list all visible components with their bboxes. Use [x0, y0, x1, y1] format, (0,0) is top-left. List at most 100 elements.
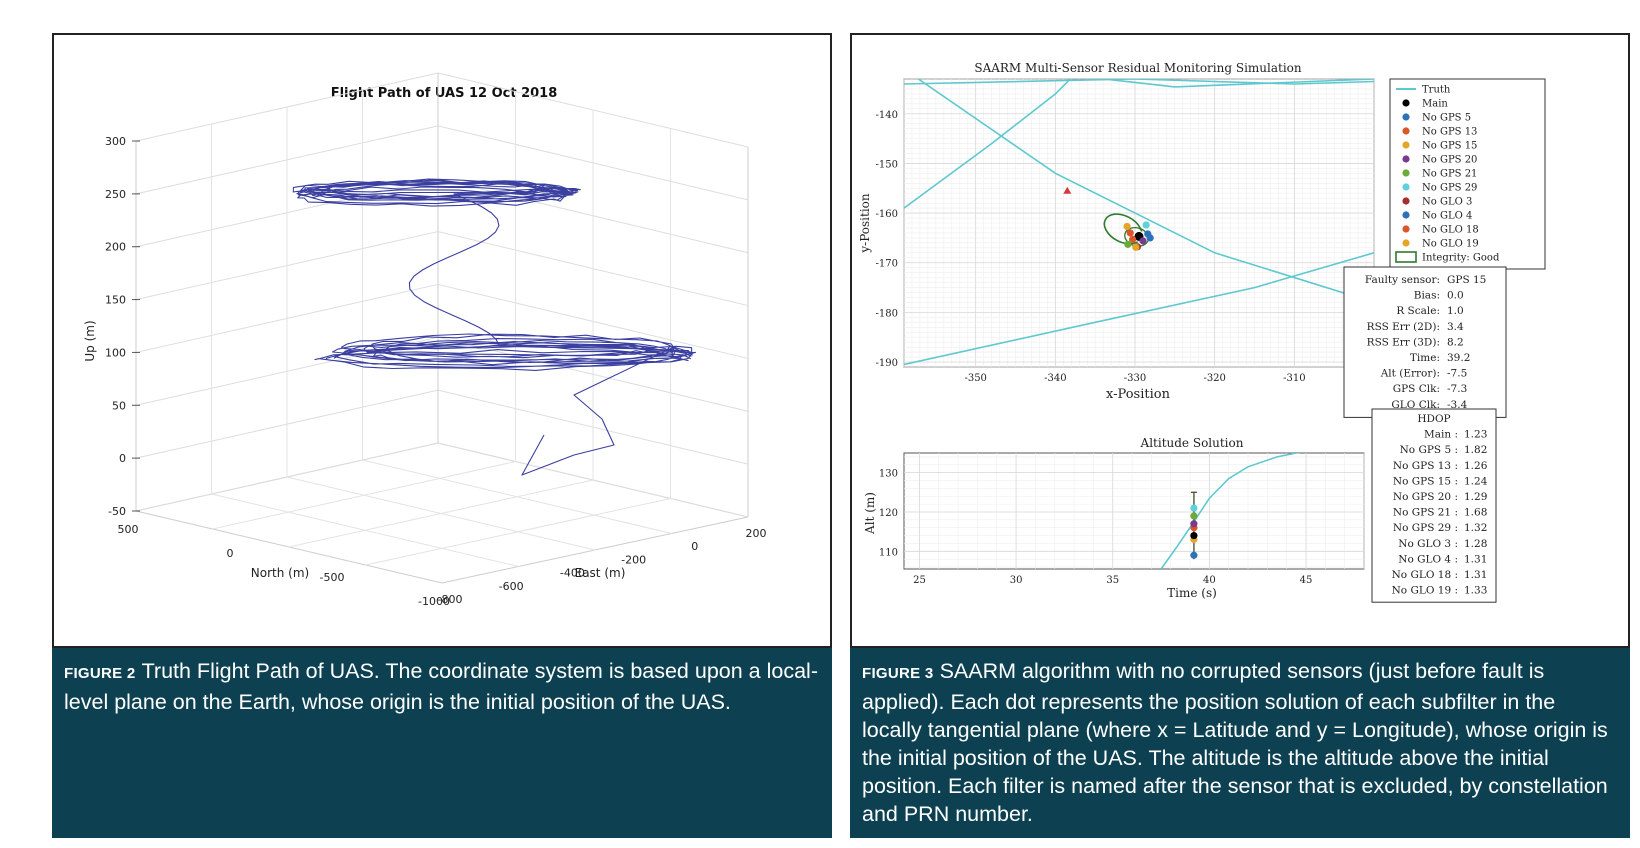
x-tick-label: 35 [1106, 575, 1119, 586]
hdop-value: 1.24 [1464, 475, 1488, 487]
x-tick-label: 45 [1300, 575, 1313, 586]
y-tick-label: 120 [879, 508, 898, 519]
legend-label: No GPS 21 [1422, 169, 1477, 180]
alt-axis-label: Alt (m) [863, 492, 877, 535]
up-axis-label: Up (m) [83, 320, 97, 361]
up-tick-label: 50 [112, 399, 126, 412]
hdop-label: No GPS 13 : [1393, 460, 1458, 472]
legend-swatch [1402, 211, 1410, 219]
subfilter-point [1126, 229, 1134, 237]
subfilter-point [1146, 234, 1154, 242]
legend-label: No GPS 15 [1422, 141, 1477, 152]
legend-swatch [1402, 197, 1410, 205]
status-label: GPS Clk: [1393, 383, 1440, 395]
status-label: R Scale: [1396, 305, 1440, 317]
y-tick-label: -160 [876, 209, 898, 220]
figure-label: FIGURE 2 [64, 665, 136, 682]
hdop-value: 1.32 [1464, 522, 1487, 534]
status-value: 0.0 [1447, 290, 1464, 302]
hdop-label: No GPS 15 : [1393, 475, 1458, 487]
east-tick-label: -600 [499, 580, 524, 593]
legend-swatch [1402, 99, 1410, 107]
hdop-value: 1.82 [1464, 444, 1487, 456]
time-axis-label: Time (s) [1167, 586, 1217, 600]
legend-label: No GLO 19 [1422, 239, 1479, 250]
status-value: 39.2 [1447, 352, 1470, 364]
chart-title: Flight Path of UAS 12 Oct 2018 [331, 86, 558, 101]
hdop-label: No GPS 29 : [1393, 522, 1458, 534]
hdop-value: 1.29 [1464, 491, 1487, 503]
subfilter-point [1142, 221, 1150, 229]
status-value: 1.0 [1447, 305, 1464, 317]
hdop-label: No GLO 18 : [1392, 569, 1458, 581]
figure-3-caption: FIGURE 3 SAARM algorithm with no corrupte… [850, 648, 1630, 838]
axes-grid [135, 72, 749, 584]
status-label: Time: [1410, 352, 1440, 364]
truth-line [1096, 79, 1374, 88]
subfilter-point [1123, 222, 1131, 231]
hdop-title: HDOP [1417, 413, 1450, 425]
up-tick-label: 100 [105, 346, 126, 359]
y-tick-label: -140 [876, 110, 898, 121]
figure-2-panel: Flight Path of UAS 12 Oct 2018 300 250 200… [52, 33, 832, 648]
north-axis-label: North (m) [251, 566, 309, 580]
floor-grid [362, 459, 672, 534]
status-label: Faulty sensor: [1365, 274, 1440, 286]
legend-label: No GLO 3 [1422, 197, 1472, 208]
hdop-label: No GPS 20 : [1393, 491, 1458, 503]
status-label: RSS Err (2D): [1367, 321, 1440, 333]
legend-swatch [1402, 141, 1410, 149]
legend-label: No GPS 29 [1422, 183, 1477, 194]
up-tick-label: 0 [119, 452, 126, 465]
saarm-figure: SAARM Multi-Sensor Residual Monitoring S… [858, 61, 1546, 603]
x-tick-label: -340 [1044, 373, 1066, 384]
x-position-label: x-Position [1106, 387, 1171, 402]
figure-3-panel: SAARM Multi-Sensor Residual Monitoring S… [850, 33, 1630, 648]
up-tick-label: 300 [105, 135, 126, 148]
x-tick-label: -330 [1124, 373, 1146, 384]
y-tick-label: 130 [879, 469, 898, 480]
caption-text: Truth Flight Path of UAS. The coordinate… [64, 659, 818, 714]
floor-grid [365, 498, 671, 566]
hdop-label: No GPS 21 : [1393, 507, 1458, 519]
east-tick-label: 0 [691, 540, 698, 553]
status-label: Bias: [1414, 290, 1440, 302]
up-tick-label: -50 [108, 505, 126, 518]
legend-label: Truth [1422, 85, 1451, 96]
x-tick-label: 40 [1203, 575, 1216, 586]
hdop-value: 1.31 [1464, 569, 1487, 581]
status-value: 8.2 [1447, 336, 1464, 348]
status-value: -3.4 [1447, 399, 1468, 411]
status-label: Alt (Error): [1380, 368, 1440, 380]
hdop-label: No GPS 5 : [1400, 444, 1458, 456]
y-tick-label: -150 [876, 159, 898, 170]
subfilter-point [1139, 237, 1147, 245]
hdop-value: 1.26 [1464, 460, 1488, 472]
status-label: GLO Clk: [1391, 399, 1440, 411]
hdop-label: No GLO 19 : [1392, 585, 1458, 597]
flight-path-3d-plot: Flight Path of UAS 12 Oct 2018 300 250 200… [83, 72, 767, 608]
legend-label: No GPS 5 [1422, 113, 1471, 124]
y-tick-label: -190 [876, 358, 898, 369]
east-tick-label: -200 [621, 553, 646, 566]
legend-label: No GLO 18 [1422, 225, 1479, 236]
status-label: RSS Err (3D): [1367, 336, 1440, 348]
legend-swatch [1402, 113, 1410, 121]
status-frame [1343, 266, 1507, 418]
east-tick-label: -400 [560, 567, 585, 580]
north-tick-label: -500 [320, 571, 345, 584]
legend-swatch [1402, 225, 1410, 233]
north-tick-label: 0 [227, 547, 234, 560]
x-tick-label: 30 [1010, 575, 1023, 586]
hdop-value: 1.28 [1464, 538, 1487, 550]
axis-ticks: 300250200150100500-505000-500-1000-800-6… [105, 135, 767, 608]
legend-swatch [1395, 251, 1417, 263]
hdop-box: HDOP Main : 1.23 No GPS 5 : 1.82 No GPS 13 : 1… [1371, 408, 1497, 603]
top-chart-title: SAARM Multi-Sensor Residual Monitoring S… [974, 61, 1302, 75]
subfilter-point [1124, 240, 1132, 248]
hdop-value: 1.68 [1464, 507, 1487, 519]
altitude-plot: 25 30 35 40 45 130 120 110 [879, 452, 1365, 586]
status-value: -7.3 [1447, 383, 1467, 395]
legend-label: No GPS 13 [1422, 127, 1477, 138]
legend-label: Main [1422, 99, 1448, 110]
